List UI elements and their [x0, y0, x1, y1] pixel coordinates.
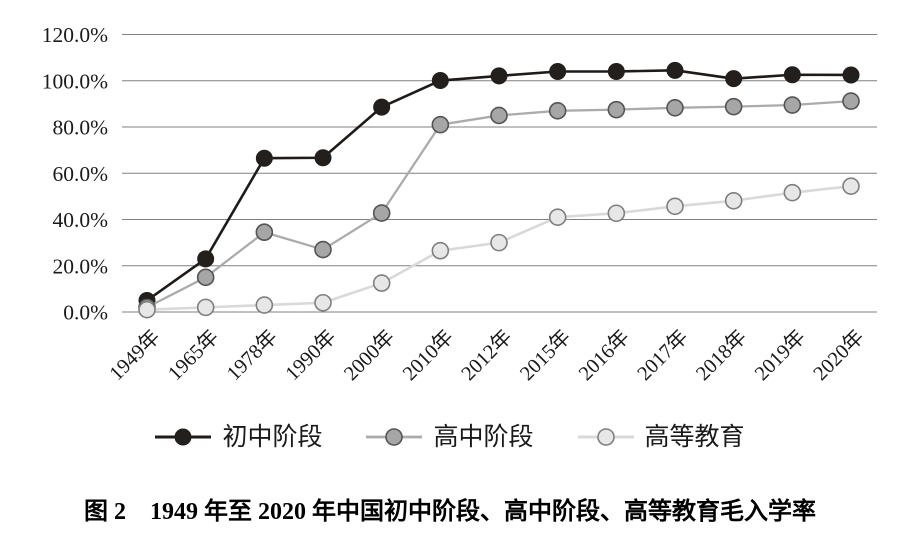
y-axis-tick-label: 80.0%: [52, 116, 108, 140]
enrollment-line-chart: 0.0% 20.0% 40.0% 60.0% 80.0% 100.0% 120.0% 1949…: [42, 23, 877, 385]
figure-caption: 图 2 1949 年至 2020 年中国初中阶段、高中阶段、高等教育毛入学率: [84, 499, 816, 525]
data-point-senior-secondary: [314, 240, 332, 259]
chart-legend: 初中阶段 高中阶段 高等教育: [0, 417, 900, 457]
data-point-senior-secondary: [783, 96, 802, 114]
x-axis-tick-label: 2010年: [398, 325, 458, 385]
data-point-senior-secondary: [666, 99, 684, 117]
data-point-higher-education: [607, 204, 626, 223]
data-point-higher-education: [666, 197, 684, 216]
data-point-senior-secondary: [255, 223, 274, 242]
data-point-junior-secondary: [255, 149, 273, 167]
data-point-junior-secondary: [549, 63, 567, 80]
x-axis-tick-label: 2020年: [809, 325, 869, 385]
y-axis-tick-label: 40.0%: [52, 208, 108, 232]
data-point-higher-education: [255, 296, 274, 314]
data-point-junior-secondary: [607, 63, 625, 80]
x-axis-tick-label: 1949年: [105, 325, 165, 385]
data-point-senior-secondary: [548, 102, 567, 120]
legend-item-junior-secondary: 初中阶段: [155, 425, 322, 450]
legend-marker-senior-secondary: [366, 428, 423, 446]
data-point-higher-education: [196, 298, 215, 317]
legend-item-higher-education: 高等教育: [577, 423, 745, 451]
legend-item-senior-secondary: 高中阶段: [366, 423, 534, 451]
data-point-senior-secondary: [490, 106, 508, 125]
x-axis-tick-label: 2019年: [750, 325, 810, 385]
data-point-junior-secondary: [373, 98, 391, 116]
legend-dot-senior-secondary: [385, 428, 404, 446]
legend-marker-higher-education: [577, 428, 634, 446]
data-point-higher-education: [431, 241, 450, 260]
data-point-junior-secondary: [197, 250, 215, 268]
data-point-junior-secondary: [314, 149, 332, 167]
legend-marker-junior-secondary: [155, 428, 212, 446]
data-point-junior-secondary: [783, 66, 801, 84]
data-point-senior-secondary: [431, 115, 450, 134]
legend-label-senior-secondary: 高中阶段: [433, 423, 534, 451]
legend-dot-higher-education: [596, 428, 615, 446]
legend-label-higher-education: 高等教育: [644, 423, 745, 451]
data-point-junior-secondary: [842, 66, 860, 84]
data-point-higher-education: [724, 191, 743, 210]
data-point-junior-secondary: [666, 61, 684, 79]
data-point-higher-education: [548, 208, 567, 226]
series-line-senior-secondary: [146, 99, 852, 309]
data-point-senior-secondary: [724, 97, 743, 116]
legend-label-junior-secondary: 初中阶段: [222, 423, 323, 451]
x-axis-tick-label: 2000年: [339, 325, 399, 385]
data-point-higher-education: [783, 183, 802, 202]
data-point-higher-education: [842, 177, 860, 195]
data-point-junior-secondary: [490, 67, 508, 85]
legend-dot-junior-secondary: [174, 428, 192, 446]
x-axis-tick-label: 1965年: [163, 325, 223, 385]
x-axis-tick-label: 2018年: [691, 325, 751, 385]
y-axis-tick-label: 100.0%: [42, 69, 108, 93]
data-point-higher-education: [490, 233, 508, 252]
data-point-senior-secondary: [842, 92, 860, 110]
data-point-junior-secondary: [431, 72, 449, 90]
x-axis-tick-label: 1990年: [281, 325, 341, 385]
y-axis-tick-label: 0.0%: [63, 301, 108, 325]
x-axis-tick-label: 2016年: [574, 325, 634, 385]
data-point-higher-education: [314, 293, 332, 312]
y-axis-tick-label: 20.0%: [52, 254, 108, 278]
x-axis-tick-label: 1978年: [222, 325, 282, 385]
y-axis-tick-label: 60.0%: [52, 162, 108, 186]
y-axis-tick-label: 120.0%: [42, 23, 108, 47]
data-point-higher-education: [372, 274, 391, 292]
x-axis-tick-label: 2012年: [457, 325, 517, 385]
data-point-senior-secondary: [372, 204, 391, 222]
data-point-junior-secondary: [725, 70, 743, 88]
x-axis-tick-label: 2017年: [633, 325, 693, 385]
data-point-higher-education: [138, 300, 156, 319]
data-point-senior-secondary: [607, 100, 626, 119]
x-axis-tick-label: 2015年: [515, 325, 575, 385]
data-point-senior-secondary: [196, 268, 215, 287]
